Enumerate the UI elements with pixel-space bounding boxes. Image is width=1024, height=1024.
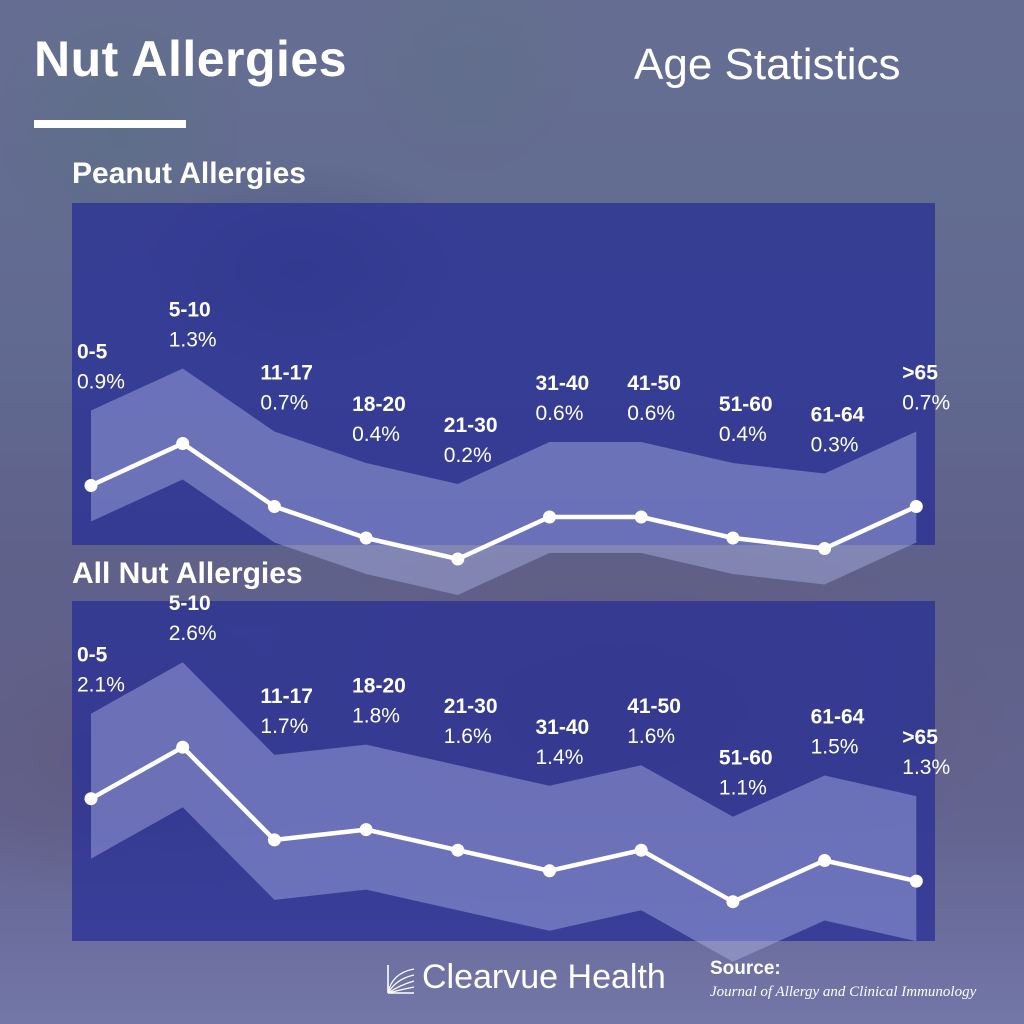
age-label-3: 18-20 bbox=[352, 393, 406, 416]
value-label-0: 2.1% bbox=[77, 674, 125, 697]
data-point-9 bbox=[909, 874, 923, 888]
data-point-1 bbox=[176, 437, 190, 450]
age-label-4: 21-30 bbox=[444, 695, 498, 718]
source-block: Source: Journal of Allergy and Clinical … bbox=[710, 958, 976, 1001]
data-point-0 bbox=[84, 792, 98, 806]
value-label-4: 0.2% bbox=[444, 444, 492, 467]
peanut-chart-panel bbox=[72, 203, 935, 545]
series-line bbox=[88, 744, 919, 904]
value-label-1: 1.3% bbox=[169, 329, 217, 352]
data-point-3 bbox=[359, 823, 373, 837]
age-label-6: 41-50 bbox=[627, 695, 681, 718]
age-label-7: 51-60 bbox=[719, 393, 773, 416]
value-label-9: 0.7% bbox=[902, 392, 950, 415]
page-subtitle: Age Statistics bbox=[634, 40, 901, 89]
data-point-4 bbox=[451, 552, 465, 566]
data-point-7 bbox=[726, 895, 740, 909]
data-point-2 bbox=[267, 833, 281, 847]
data-point-7 bbox=[726, 531, 740, 545]
value-label-7: 0.4% bbox=[719, 423, 767, 446]
age-label-4: 21-30 bbox=[444, 414, 498, 437]
data-point-3 bbox=[359, 531, 373, 545]
data-point-0 bbox=[84, 479, 98, 492]
value-label-2: 1.7% bbox=[260, 715, 308, 738]
brand: Clearvue Health bbox=[386, 958, 666, 997]
data-point-5 bbox=[543, 510, 556, 524]
age-label-8: 61-64 bbox=[811, 706, 865, 729]
age-label-6: 41-50 bbox=[627, 372, 681, 395]
age-label-1: 5-10 bbox=[169, 299, 211, 322]
data-point-8 bbox=[818, 542, 832, 555]
value-label-8: 0.3% bbox=[811, 434, 859, 457]
age-label-0: 0-5 bbox=[77, 341, 108, 364]
page-title: Nut Allergies bbox=[34, 31, 348, 87]
age-label-2: 11-17 bbox=[260, 362, 313, 385]
data-point-1 bbox=[176, 740, 190, 754]
data-point-6 bbox=[634, 510, 648, 524]
source-label: Source: bbox=[710, 958, 781, 979]
title-underline bbox=[34, 120, 186, 128]
age-label-5: 31-40 bbox=[536, 372, 590, 395]
value-label-5: 1.4% bbox=[536, 746, 584, 769]
value-label-4: 1.6% bbox=[444, 725, 492, 748]
age-label-0: 0-5 bbox=[77, 644, 108, 667]
age-label-7: 51-60 bbox=[719, 747, 773, 770]
value-label-9: 1.3% bbox=[902, 756, 950, 779]
value-label-2: 0.7% bbox=[260, 392, 308, 415]
data-point-6 bbox=[634, 843, 648, 857]
source-text: Journal of Allergy and Clinical Immunolo… bbox=[710, 984, 977, 1000]
brand-name: Clearvue Health bbox=[422, 958, 666, 996]
nut-chart-title: All Nut Allergies bbox=[72, 557, 303, 590]
value-label-8: 1.5% bbox=[811, 736, 859, 759]
data-point-9 bbox=[909, 500, 923, 513]
value-label-3: 1.8% bbox=[352, 705, 400, 728]
value-label-5: 0.6% bbox=[536, 402, 584, 425]
value-label-7: 1.1% bbox=[719, 777, 767, 800]
age-label-3: 18-20 bbox=[352, 675, 406, 698]
nut-chart-panel bbox=[72, 601, 935, 941]
series-line bbox=[88, 441, 919, 562]
age-label-2: 11-17 bbox=[260, 685, 313, 708]
value-label-6: 0.6% bbox=[627, 402, 675, 425]
age-label-5: 31-40 bbox=[536, 716, 590, 739]
clearvue-logo-icon bbox=[387, 964, 415, 994]
age-label-9: >65 bbox=[902, 726, 938, 749]
age-label-9: >65 bbox=[902, 362, 938, 385]
confidence-band bbox=[91, 368, 917, 595]
value-label-6: 1.6% bbox=[627, 725, 675, 748]
age-label-1: 5-10 bbox=[169, 592, 211, 615]
value-label-3: 0.4% bbox=[352, 423, 400, 446]
value-label-1: 2.6% bbox=[169, 622, 217, 645]
age-label-8: 61-64 bbox=[811, 404, 865, 427]
data-point-2 bbox=[267, 500, 281, 513]
confidence-band bbox=[91, 662, 917, 962]
data-point-8 bbox=[818, 854, 832, 867]
data-point-5 bbox=[543, 864, 556, 878]
peanut-chart-title: Peanut Allergies bbox=[72, 157, 306, 190]
value-label-0: 0.9% bbox=[77, 371, 125, 394]
data-point-4 bbox=[451, 843, 465, 857]
